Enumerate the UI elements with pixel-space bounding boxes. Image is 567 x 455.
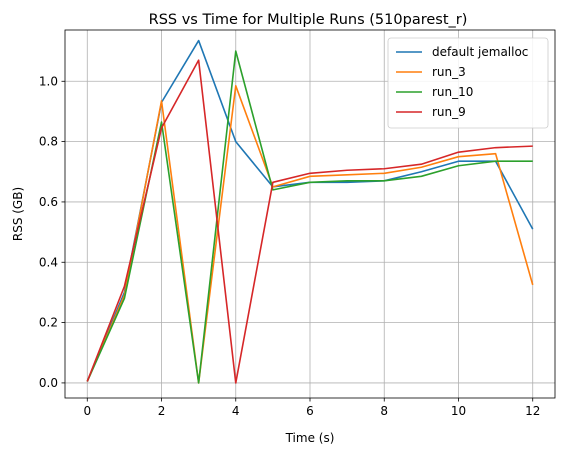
x-tick-label: 10 (451, 404, 466, 418)
x-axis-label: Time (s) (285, 431, 335, 445)
legend-entry: default jemalloc (432, 45, 528, 59)
y-axis: 0.0 0.2 0.4 0.6 0.8 1.0 (39, 74, 65, 390)
y-tick-label: 0.2 (39, 316, 58, 330)
series-lines (86, 39, 534, 384)
y-tick-label: 0.8 (39, 135, 58, 149)
series-line-3 (86, 50, 533, 384)
series-line-2 (86, 85, 534, 384)
x-tick-label: 0 (83, 404, 91, 418)
y-tick-label: 0.4 (39, 255, 58, 269)
y-tick-label: 1.0 (39, 74, 58, 88)
legend-entry: run_9 (432, 105, 466, 119)
x-tick-label: 6 (306, 404, 314, 418)
x-axis: 0 2 4 6 8 10 12 (83, 398, 540, 418)
legend-box (387, 37, 549, 129)
legend: default jemalloc run_3 run_10 run_9 (387, 37, 549, 129)
y-tick-label: 0.6 (39, 195, 58, 209)
series-line-4 (86, 59, 533, 384)
legend-entry: run_3 (432, 65, 466, 79)
y-tick-label: 0.0 (39, 376, 58, 390)
y-axis-label: RSS (GB) (11, 187, 25, 241)
x-tick-label: 12 (525, 404, 540, 418)
chart-title: RSS vs Time for Multiple Runs (510parest… (149, 12, 468, 28)
x-tick-label: 2 (158, 404, 166, 418)
x-tick-label: 8 (380, 404, 388, 418)
legend-entry: run_10 (432, 85, 473, 99)
x-tick-label: 4 (232, 404, 240, 418)
